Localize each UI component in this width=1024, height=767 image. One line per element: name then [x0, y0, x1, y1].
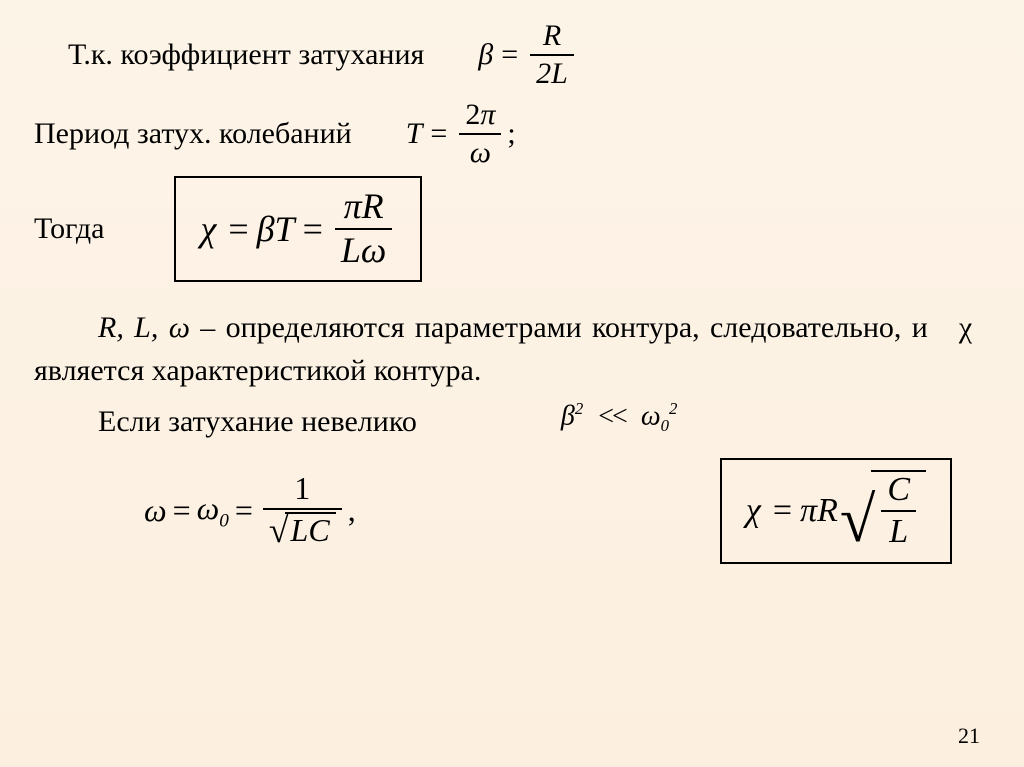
sd-beta: β — [561, 401, 575, 432]
period-lhs: T — [406, 117, 423, 151]
chi-den: Lω — [335, 232, 392, 270]
formula-chi-box: χ = βT = πR Lω — [174, 176, 422, 282]
chi-result-coef: πR — [800, 492, 838, 530]
beta-num: R — [537, 20, 567, 52]
chi-sqrt-den: L — [883, 514, 914, 550]
sd-omega-sup: 2 — [669, 399, 677, 418]
para-chi: χ — [959, 311, 972, 344]
formula-period: T = 2π ω ; — [406, 99, 516, 168]
page-number: 21 — [958, 723, 980, 749]
chi-num: πR — [338, 188, 390, 226]
chi-mid: βT — [257, 208, 295, 250]
para-vars: R, L, ω — [98, 311, 190, 344]
label-small-damping: Если затухание невелико — [34, 405, 417, 439]
formula-omega0: ω = ω0 = 1 √ LC , — [144, 472, 356, 549]
paragraph-explanation: R, L, ω – определяются параметрами конту… — [34, 306, 990, 393]
omega0-eq1: ω — [197, 490, 220, 526]
beta-den: 2L — [530, 58, 574, 90]
omega0-suffix: , — [348, 492, 356, 529]
para-dash: – — [190, 311, 226, 344]
omega0-num: 1 — [288, 472, 316, 506]
omega0-eq1-sub: 0 — [219, 510, 229, 531]
label-then: Тогда — [34, 212, 104, 246]
sd-omega: ω — [641, 401, 661, 432]
period-den: ω — [464, 137, 497, 169]
para-after-chi: является характеристикой контура. — [34, 354, 481, 387]
chi-sqrt-num: C — [881, 472, 916, 508]
formula-small-damping: β2 << ω02 — [497, 399, 678, 436]
label-period: Период затух. колебаний — [34, 117, 352, 151]
omega0-sqrt: LC — [285, 512, 336, 550]
beta-lhs: β — [478, 38, 493, 72]
sd-beta-sup: 2 — [575, 399, 583, 418]
sd-op: << — [598, 401, 626, 432]
omega0-lhs: ω — [144, 492, 167, 529]
chi-lhs: χ — [200, 208, 216, 250]
formula-beta: β = R 2L — [478, 20, 578, 89]
para-after-vars: определяются параметрами контура, следов… — [226, 311, 939, 344]
label-damping-coef: Т.к. коэффициент затухания — [68, 38, 424, 72]
formula-chi-result-box: χ = πR √ C L — [720, 458, 952, 563]
chi-result-lhs: χ — [746, 492, 761, 530]
period-suffix: ; — [507, 117, 515, 151]
sd-omega-sub: 0 — [661, 416, 669, 435]
